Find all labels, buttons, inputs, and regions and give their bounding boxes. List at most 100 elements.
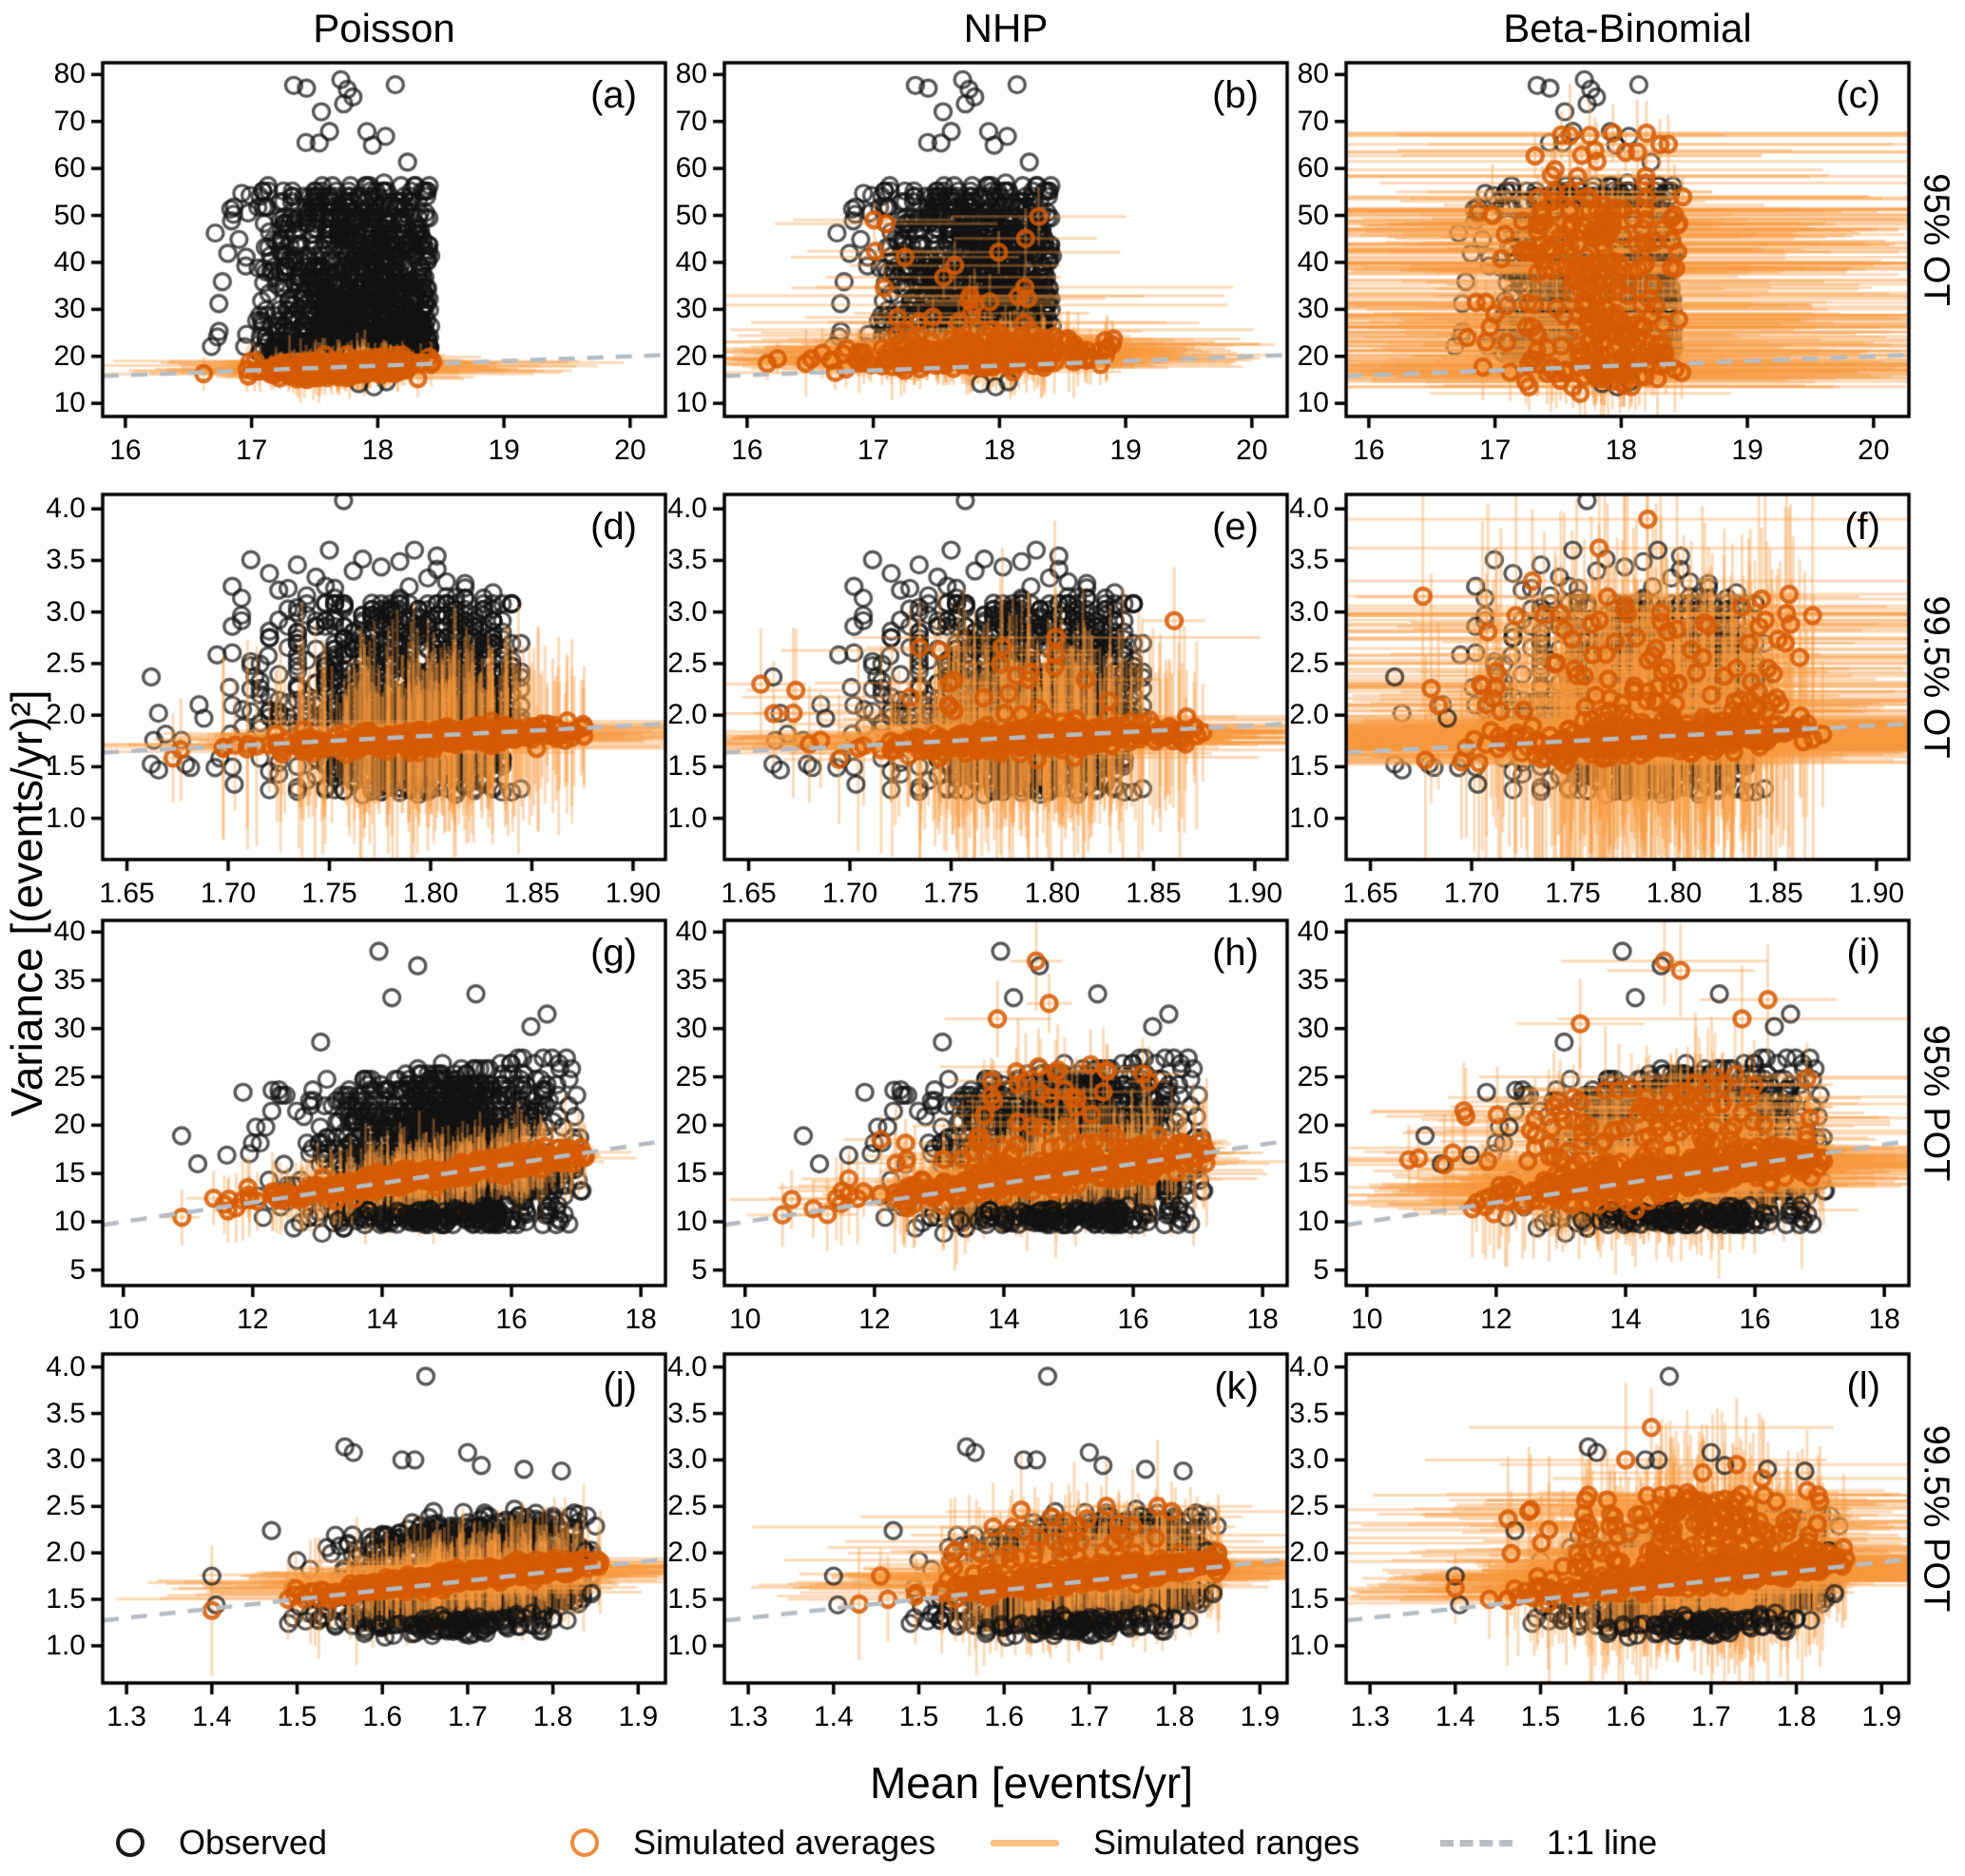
y-tick-label: 50 [53, 199, 86, 231]
y-tick-label: 20 [1297, 1109, 1329, 1141]
x-tick-label: 1.7 [1069, 1701, 1109, 1732]
x-tick-label: 1.85 [1747, 878, 1803, 909]
x-tick-label: 1.70 [821, 878, 878, 909]
y-tick-label: 3.0 [667, 1443, 707, 1476]
y-tick-label: 30 [675, 293, 707, 325]
y-tick-label: 2.5 [667, 1490, 707, 1522]
x-tick-label: 14 [988, 1304, 1020, 1335]
y-tick-label: 3.0 [667, 595, 707, 628]
x-tick-label: 16 [109, 435, 142, 466]
y-tick-label: 35 [675, 963, 707, 996]
y-tick-label: 2.5 [667, 647, 707, 679]
y-tick-label: 2.0 [667, 699, 707, 731]
y-tick-label: 2.5 [46, 647, 86, 679]
y-tick-label: 25 [675, 1060, 707, 1093]
y-tick-label: 2.0 [667, 1537, 707, 1569]
y-tick-label: 40 [1297, 245, 1329, 278]
x-tick-label: 1.65 [1342, 878, 1398, 909]
y-tick-label: 40 [1297, 916, 1329, 948]
y-tick-label: 1.5 [1289, 750, 1329, 783]
x-tick-label: 20 [1236, 435, 1268, 466]
x-tick-label: 16 [495, 1304, 528, 1335]
legend-item-simulated-averages: Simulated averages [570, 1818, 935, 1867]
y-tick-label: 1.0 [46, 802, 86, 834]
x-tick-label: 18 [983, 435, 1016, 466]
panel-letter: (k) [1214, 1365, 1259, 1407]
y-tick-label: 1.0 [667, 802, 707, 834]
legend-label: Simulated ranges [1093, 1823, 1360, 1862]
x-tick-label: 1.80 [1646, 878, 1703, 909]
x-axis-label: Mean [events/yr] [869, 1758, 1194, 1808]
y-tick-label: 3.0 [1289, 1443, 1329, 1476]
x-tick-label: 17 [235, 435, 268, 466]
y-tick-label: 70 [675, 105, 707, 137]
y-tick-label: 1.5 [667, 1583, 707, 1615]
panel-letter: (a) [590, 74, 637, 116]
x-tick-label: 18 [1605, 435, 1638, 466]
y-tick-label: 5 [1313, 1253, 1329, 1286]
x-tick-label: 1.3 [1350, 1701, 1390, 1732]
y-tick-label: 1.5 [667, 750, 707, 783]
observed-circle-icon [116, 1828, 144, 1857]
x-tick-label: 12 [1480, 1304, 1512, 1335]
y-tick-label: 1.0 [46, 1629, 86, 1661]
legend-label: Simulated averages [633, 1823, 936, 1862]
x-tick-label: 14 [1609, 1304, 1642, 1335]
y-tick-label: 2.5 [1289, 1490, 1329, 1522]
x-tick-label: 12 [858, 1304, 891, 1335]
y-tick-label: 25 [1297, 1060, 1329, 1093]
x-tick-label: 1.5 [898, 1701, 939, 1732]
y-tick-label: 1.0 [1289, 1629, 1329, 1661]
x-tick-label: 1.6 [984, 1701, 1025, 1732]
x-tick-label: 17 [1478, 435, 1512, 466]
y-tick-label: 20 [675, 339, 707, 372]
x-tick-label: 18 [361, 435, 395, 466]
panel-letter: (l) [1846, 1365, 1880, 1407]
y-tick-label: 3.0 [46, 1443, 86, 1476]
y-tick-label: 15 [1297, 1157, 1329, 1189]
y-tick-label: 2.0 [1289, 1537, 1329, 1569]
x-tick-label: 1.90 [1226, 878, 1283, 909]
row-label-995-ot: 99.5% OT [1916, 595, 1956, 759]
x-tick-label: 1.90 [1848, 878, 1905, 909]
y-tick-label: 60 [675, 152, 707, 184]
y-tick-label: 20 [53, 339, 86, 372]
y-tick-label: 30 [53, 1012, 86, 1044]
x-tick-label: 1.3 [728, 1701, 768, 1732]
y-tick-label: 1.0 [1289, 802, 1329, 834]
x-tick-label: 1.9 [1861, 1701, 1902, 1732]
y-tick-label: 3.0 [46, 595, 86, 628]
y-tick-label: 70 [1297, 105, 1329, 137]
y-tick-label: 2.0 [1289, 699, 1329, 731]
y-tick-label: 30 [675, 1012, 707, 1044]
x-tick-label: 1.65 [721, 878, 777, 909]
x-tick-label: 1.7 [1691, 1701, 1731, 1732]
y-tick-label: 20 [53, 1109, 86, 1141]
y-tick-label: 3.5 [1289, 1397, 1329, 1429]
y-tick-label: 10 [53, 387, 86, 419]
legend-label: 1:1 line [1547, 1823, 1658, 1862]
y-tick-label: 2.5 [46, 1490, 86, 1522]
simulated-range-line-icon [991, 1839, 1059, 1847]
x-tick-label: 18 [1246, 1304, 1279, 1335]
x-tick-label: 1.80 [402, 878, 459, 909]
legend-item-observed: Observed [116, 1818, 327, 1867]
y-tick-label: 40 [675, 916, 707, 948]
x-tick-label: 1.9 [618, 1701, 659, 1732]
x-tick-label: 1.6 [362, 1701, 403, 1732]
x-tick-label: 1.8 [1154, 1701, 1195, 1732]
y-tick-label: 1.0 [667, 1629, 707, 1661]
legend-label: Observed [179, 1823, 328, 1862]
x-tick-label: 1.65 [99, 878, 155, 909]
panel-letter: (g) [590, 932, 637, 974]
y-tick-label: 30 [53, 293, 86, 325]
y-tick-label: 80 [675, 58, 707, 90]
x-tick-label: 1.70 [200, 878, 257, 909]
x-tick-label: 16 [731, 435, 763, 466]
y-tick-label: 50 [675, 199, 707, 231]
panel-letter: (c) [1836, 74, 1880, 116]
x-tick-label: 1.8 [1776, 1701, 1817, 1732]
x-tick-label: 1.7 [448, 1701, 488, 1732]
y-tick-label: 3.5 [667, 1397, 707, 1429]
row-label-995-pot: 99.5% POT [1916, 1424, 1956, 1613]
